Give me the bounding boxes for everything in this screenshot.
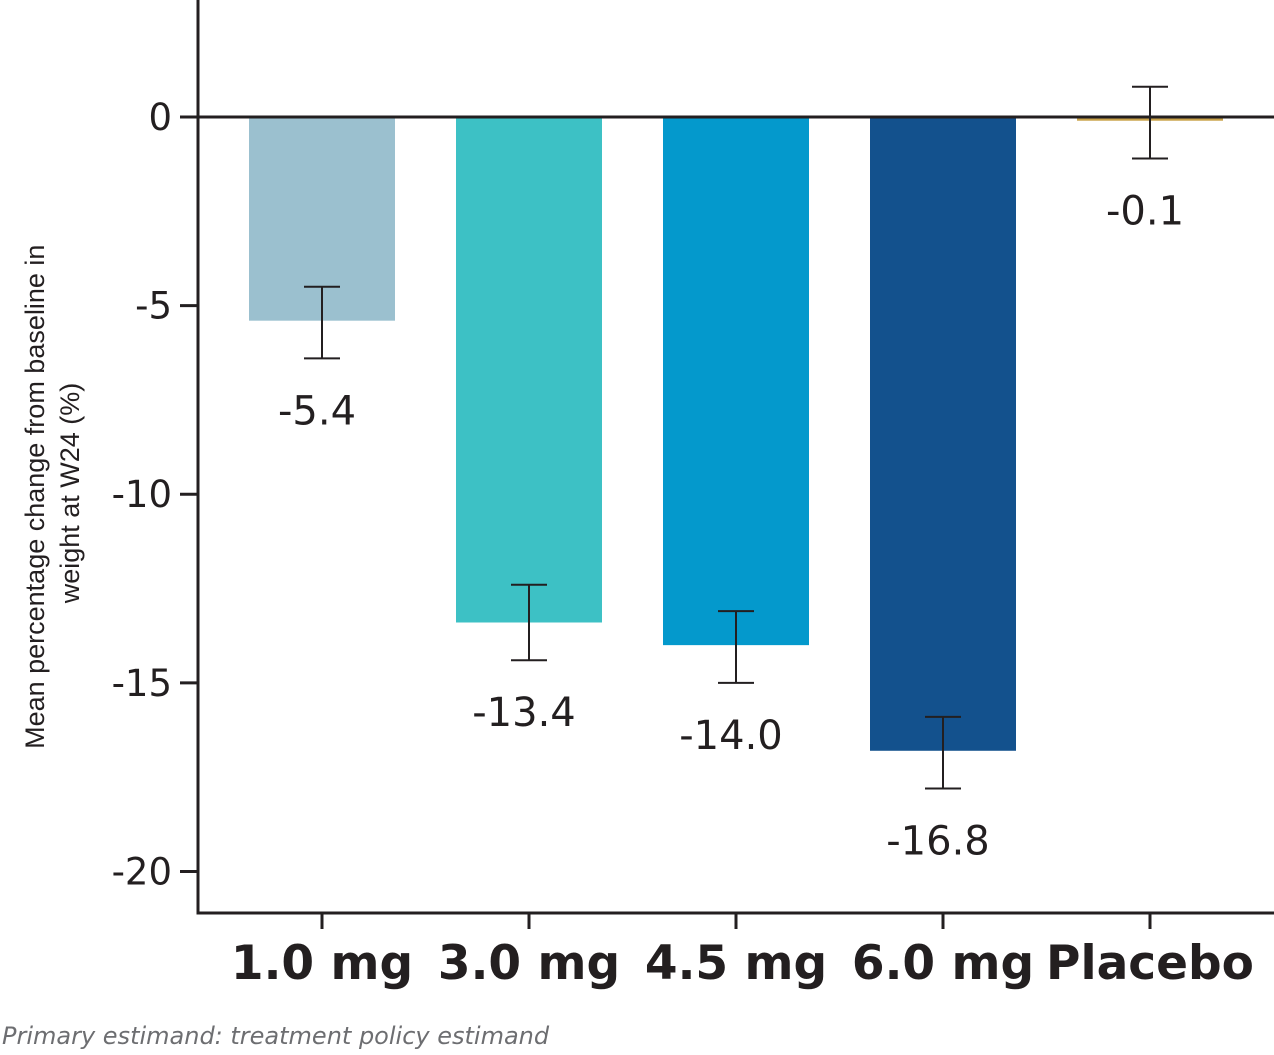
data-label-2: -13.4 [472,690,576,736]
y-tick-label-4: -15 [112,662,172,705]
x-category-label-2: 3.0 mg [438,936,620,991]
bar-3 [663,116,809,646]
y-axis-title-line-1: Mean percentage change from baseline in [20,245,50,749]
labels-group: 0 -5 -10 -15 -20 1.0 mg 3.0 mg 4.5 mg 6.0 mg Plac… [112,96,1254,991]
data-label-3: -14.0 [679,713,783,759]
data-label-4: -16.8 [886,819,990,865]
y-tick-label-1: 0 [148,96,172,139]
y-tick-label-5: -20 [112,851,172,894]
chart-canvas: 0 -5 -10 -15 -20 1.0 mg 3.0 mg 4.5 mg 6.0 mg Plac… [20,0,1274,991]
axes-group [180,0,1274,929]
bar-4 [870,116,1016,751]
data-label-1: -5.4 [278,388,356,434]
error-bars-group [304,85,1168,790]
y-tick-label-2: -5 [135,285,172,328]
y-tick-label-3: -10 [112,473,172,516]
x-category-label-5: Placebo [1046,936,1254,991]
footnote: Primary estimand: treatment policy estim… [2,1022,550,1050]
x-category-label-4: 6.0 mg [852,936,1034,991]
x-category-label-1: 1.0 mg [231,936,413,991]
data-label-5: -0.1 [1106,188,1184,234]
y-axis-title-line-2: weight at W24 (%) [55,383,85,605]
x-category-label-3: 4.5 mg [645,936,827,991]
bars-group [249,116,1223,751]
bar-2 [456,116,602,623]
y-axis-title: Mean percentage change from baseline in … [20,237,85,749]
